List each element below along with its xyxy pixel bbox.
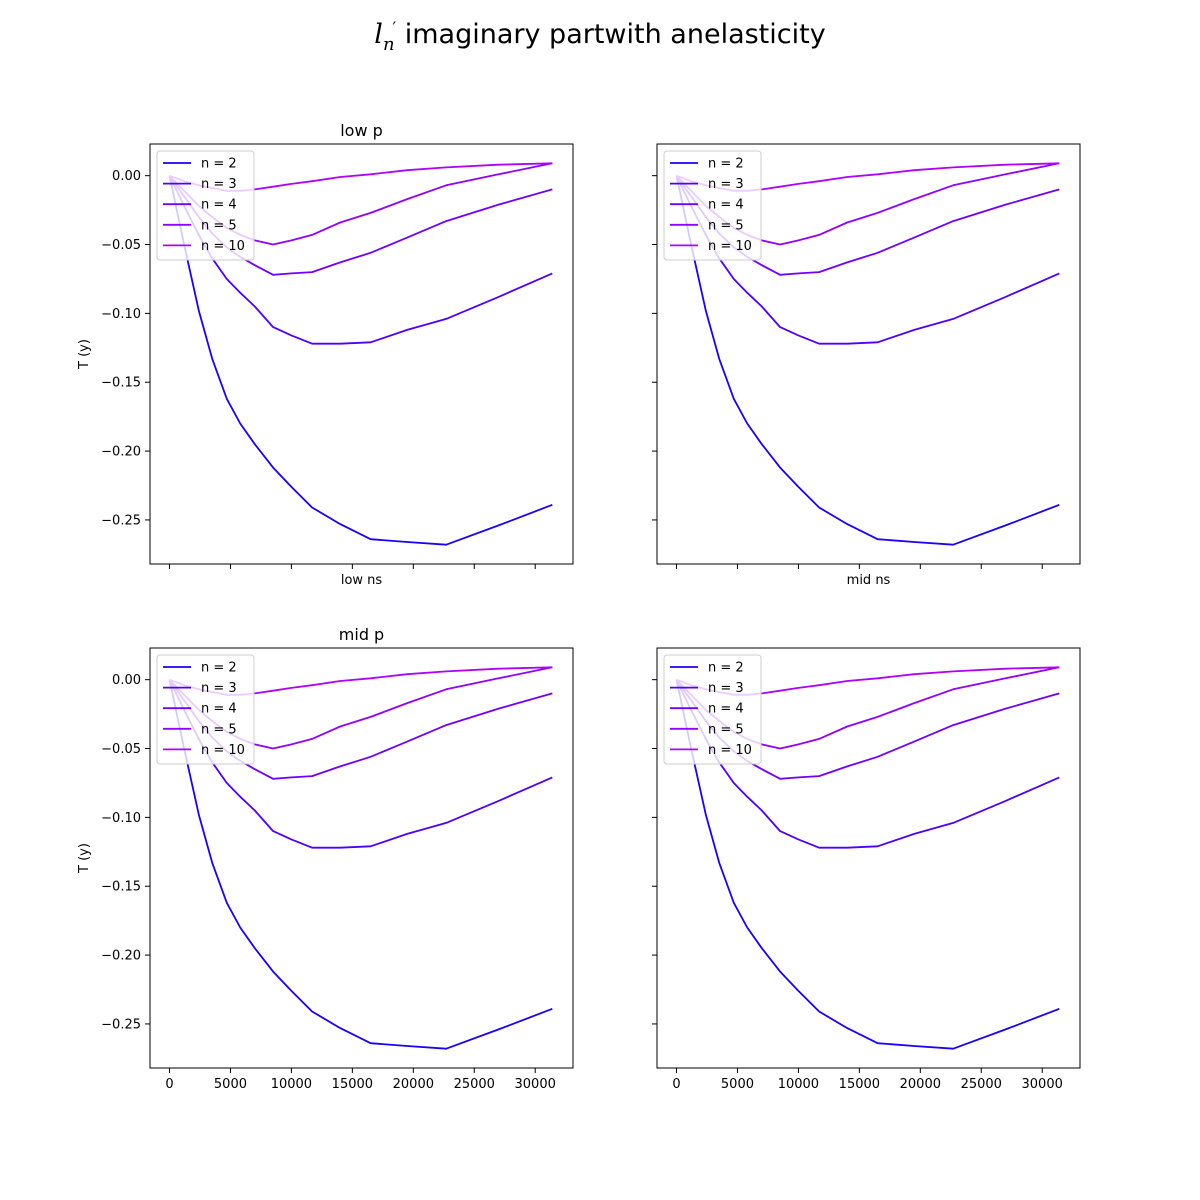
legend-label: n = 5	[708, 218, 744, 233]
subplot-1: 0.00 −0.05 −0.10 −0.15 −0.20 −0.25 low p low ns…	[77, 121, 574, 588]
series-line-n2	[168, 679, 553, 1050]
legend-label: n = 4	[708, 702, 744, 717]
legend-label: n = 2	[708, 661, 744, 676]
subplot-3: 0 5000 10000 15000 20000 25000 30000 0.00 −0.05 −…	[77, 625, 574, 1092]
legend-label: n = 10	[201, 239, 245, 254]
x-tick-label: 30000	[515, 1077, 556, 1092]
x-tick-label: 15000	[839, 1077, 880, 1092]
subplot-title: low p	[340, 121, 383, 140]
legend-label: n = 3	[708, 177, 744, 192]
legend-box	[156, 150, 255, 261]
axes-frame	[149, 647, 574, 1069]
legend-label: n = 10	[708, 239, 752, 254]
x-tick-label: 25000	[454, 1077, 495, 1092]
y-tick-label: −0.20	[101, 949, 141, 964]
x-tick-label: 5000	[721, 1077, 754, 1092]
axes-frame	[656, 647, 1081, 1069]
x-axis-label: mid ns	[847, 573, 891, 588]
legend-label: n = 4	[708, 198, 744, 213]
suptitle-subscript: n	[382, 34, 395, 55]
legend-label: n = 5	[708, 722, 744, 737]
legend: n = 2 n = 3 n = 4 n = 5 n = 10	[156, 654, 255, 765]
legend-label: n = 4	[201, 198, 237, 213]
legend-label: n = 3	[708, 681, 744, 696]
x-tick-label: 5000	[214, 1077, 247, 1092]
y-tick-label: −0.25	[101, 1017, 141, 1032]
legend-label: n = 5	[201, 218, 237, 233]
axes-frame	[149, 143, 574, 565]
series-line-n2	[168, 175, 553, 546]
legend-label: n = 2	[708, 157, 744, 172]
legend-label: n = 2	[201, 157, 237, 172]
x-axis-label: low ns	[341, 573, 383, 588]
y-axis-label: T (y)	[77, 843, 92, 874]
y-tick-label: −0.15	[101, 880, 141, 895]
subplot-title: mid p	[339, 625, 384, 644]
legend-label: n = 5	[201, 722, 237, 737]
y-tick-label: −0.10	[101, 811, 141, 826]
subplot-2: mid ns n = 2 n = 3 n = 4 n = 5 n = 10	[652, 143, 1081, 588]
y-tick-label: 0.00	[112, 673, 141, 688]
legend-label: n = 4	[201, 702, 237, 717]
y-tick-label: −0.15	[101, 376, 141, 391]
suptitle-text: imaginary partwith anelasticity	[396, 19, 826, 50]
y-axis-label: T (y)	[77, 339, 92, 370]
figure-suptitle: ln′ imaginary partwith anelasticity	[0, 18, 1200, 55]
x-tick-label: 10000	[778, 1077, 819, 1092]
legend-box	[663, 654, 762, 765]
legend-box	[156, 654, 255, 765]
x-tick-label: 0	[672, 1077, 680, 1092]
legend-label: n = 10	[708, 743, 752, 758]
suptitle-prime: ′	[392, 18, 397, 37]
x-tick-label: 10000	[271, 1077, 312, 1092]
y-tick-label: −0.05	[101, 238, 141, 253]
y-tick-label: −0.10	[101, 307, 141, 322]
x-tick-label: 0	[165, 1077, 173, 1092]
legend-label: n = 2	[201, 661, 237, 676]
subplot-4: 0 5000 10000 15000 20000 25000 30000 n = 2 n = 3…	[652, 647, 1081, 1092]
series-line-n2	[675, 175, 1060, 546]
x-tick-label: 30000	[1022, 1077, 1063, 1092]
x-tick-label: 20000	[393, 1077, 434, 1092]
x-tick-label: 20000	[900, 1077, 941, 1092]
y-tick-label: −0.20	[101, 445, 141, 460]
legend: n = 2 n = 3 n = 4 n = 5 n = 10	[663, 150, 762, 261]
x-tick-label: 15000	[332, 1077, 373, 1092]
legend-label: n = 3	[201, 177, 237, 192]
y-tick-label: 0.00	[112, 169, 141, 184]
axes-frame	[656, 143, 1081, 565]
legend: n = 2 n = 3 n = 4 n = 5 n = 10	[663, 654, 762, 765]
x-tick-label: 25000	[961, 1077, 1002, 1092]
series-line-n2	[675, 679, 1060, 1050]
legend-label: n = 3	[201, 681, 237, 696]
legend-label: n = 10	[201, 743, 245, 758]
legend: n = 2 n = 3 n = 4 n = 5 n = 10	[156, 150, 255, 261]
y-tick-label: −0.25	[101, 513, 141, 528]
y-tick-label: −0.05	[101, 742, 141, 757]
legend-box	[663, 150, 762, 261]
suptitle-symbol: l	[374, 19, 383, 50]
